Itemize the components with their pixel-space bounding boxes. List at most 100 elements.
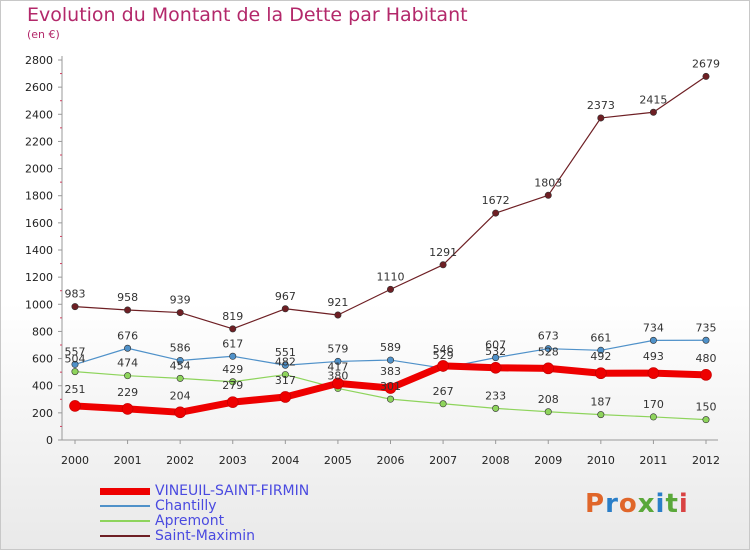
legend-swatch xyxy=(100,535,150,537)
data-label: 2415 xyxy=(639,93,667,106)
legend-swatch xyxy=(100,487,150,495)
data-label: 1291 xyxy=(429,246,457,259)
data-label: 967 xyxy=(275,290,296,303)
data-point xyxy=(281,361,289,369)
data-point xyxy=(544,408,552,416)
data-point xyxy=(281,305,289,313)
y-tick-label: 600 xyxy=(32,353,53,366)
data-point xyxy=(386,356,394,364)
data-point xyxy=(544,191,552,199)
data-point xyxy=(439,400,447,408)
data-point xyxy=(229,378,237,386)
data-label: 187 xyxy=(590,396,611,409)
data-label: 504 xyxy=(65,353,86,366)
y-tick-label: 2600 xyxy=(25,81,53,94)
data-label: 229 xyxy=(117,386,138,399)
data-point xyxy=(332,377,344,390)
data-label: 317 xyxy=(275,374,296,387)
y-tick-label: 2800 xyxy=(25,54,53,67)
data-label: 589 xyxy=(380,341,401,354)
data-point xyxy=(176,374,184,382)
data-label: 546 xyxy=(433,343,454,356)
data-label: 617 xyxy=(222,337,243,350)
chart-subtitle: (en €) xyxy=(27,28,60,41)
data-point xyxy=(69,400,81,412)
data-label: 532 xyxy=(485,345,506,358)
data-label: 673 xyxy=(538,330,559,343)
x-tick-label: 2001 xyxy=(114,454,142,467)
data-label: 2679 xyxy=(692,57,720,70)
data-point xyxy=(71,368,79,376)
data-point xyxy=(544,345,552,353)
data-point xyxy=(702,416,710,424)
data-point xyxy=(71,360,79,368)
y-tick-label: 1000 xyxy=(25,298,53,311)
legend-label: Apremont xyxy=(155,513,225,529)
data-label: 454 xyxy=(170,359,191,372)
data-label: 676 xyxy=(117,329,138,342)
legend-swatch xyxy=(100,520,150,522)
x-tick-label: 2008 xyxy=(482,454,510,467)
data-label: 429 xyxy=(222,363,243,376)
data-point xyxy=(492,354,500,362)
x-tick-label: 2004 xyxy=(271,454,299,467)
data-label: 528 xyxy=(538,345,559,358)
legend-label: Saint-Maximin xyxy=(155,528,256,544)
data-point xyxy=(649,108,657,116)
y-tick-label: 1800 xyxy=(25,190,53,203)
data-label: 819 xyxy=(222,310,243,323)
y-tick-label: 2400 xyxy=(25,108,53,121)
data-label: 493 xyxy=(643,350,664,363)
chart-title: Evolution du Montant de la Dette par Hab… xyxy=(27,4,468,26)
logo-letter: x xyxy=(637,489,656,519)
data-label: 1672 xyxy=(482,194,510,207)
data-point xyxy=(334,357,342,365)
x-tick-label: 2006 xyxy=(377,454,405,467)
data-point xyxy=(124,372,132,380)
logo-letter: r xyxy=(605,489,619,519)
data-label: 492 xyxy=(590,350,611,363)
data-point xyxy=(176,356,184,364)
legend-label: Chantilly xyxy=(155,498,217,514)
data-label: 557 xyxy=(65,345,86,358)
data-point xyxy=(492,404,500,412)
data-point xyxy=(489,361,502,374)
logo-letter: P xyxy=(585,489,606,519)
data-point xyxy=(542,362,555,375)
data-point xyxy=(700,369,712,381)
data-label: 2373 xyxy=(587,99,615,112)
x-tick-label: 2005 xyxy=(324,454,352,467)
data-label: 474 xyxy=(117,357,138,370)
data-label: 301 xyxy=(380,380,401,393)
y-tick-label: 2200 xyxy=(25,135,53,148)
data-label: 921 xyxy=(327,296,348,309)
data-label: 204 xyxy=(170,389,191,402)
data-label: 939 xyxy=(170,294,191,307)
data-label: 734 xyxy=(643,321,664,334)
data-label: 251 xyxy=(65,383,86,396)
logo-letter: t xyxy=(665,489,679,519)
data-point xyxy=(334,311,342,319)
data-point xyxy=(71,303,79,311)
data-label: 380 xyxy=(327,369,348,382)
x-tick-label: 2003 xyxy=(219,454,247,467)
y-tick-label: 200 xyxy=(32,407,53,420)
data-point xyxy=(492,209,500,217)
data-point xyxy=(121,403,134,415)
data-label: 482 xyxy=(275,356,296,369)
data-point xyxy=(386,395,394,403)
data-label: 233 xyxy=(485,389,506,402)
data-point xyxy=(279,391,292,403)
data-point xyxy=(176,309,184,317)
data-point xyxy=(124,344,132,352)
data-point xyxy=(702,336,710,344)
y-tick-label: 1200 xyxy=(25,271,53,284)
data-label: 579 xyxy=(327,342,348,355)
logo-letter: i xyxy=(655,489,666,519)
data-label: 607 xyxy=(485,339,506,352)
data-label: 267 xyxy=(433,385,454,398)
data-point xyxy=(597,346,605,354)
x-tick-label: 2000 xyxy=(61,454,89,467)
